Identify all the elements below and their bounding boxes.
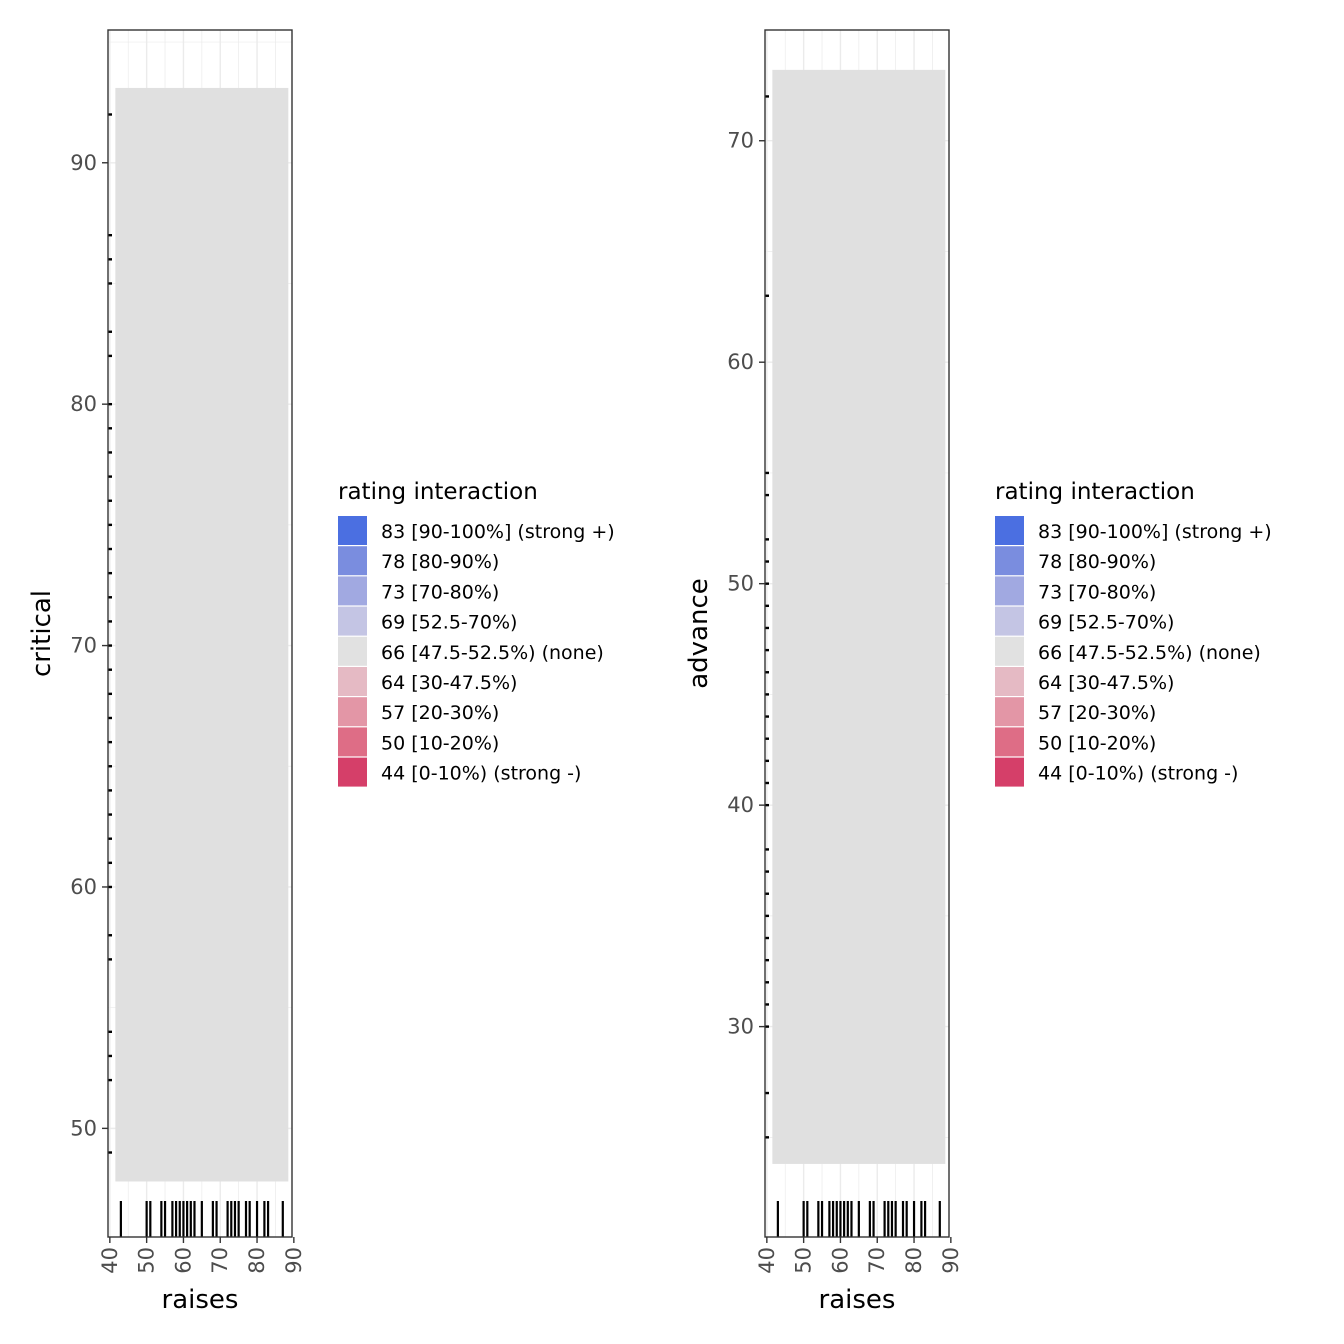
legend-title: rating interaction: [338, 479, 538, 505]
legend-label: 66 [47.5-52.5%) (none): [381, 642, 604, 664]
legend-swatch: [995, 727, 1024, 757]
legend-swatch: [995, 667, 1024, 696]
legend-swatch: [338, 697, 367, 727]
x-tick-label: 50: [135, 1247, 159, 1274]
chart-panel-1: 40 50 60 70 80 90 50 60 70 80 90 raises critical rati…: [27, 29, 615, 1315]
legend-label: 44 [0-10%) (strong -): [1038, 763, 1238, 785]
y-tick-label: 50: [70, 1116, 97, 1140]
legend-swatch: [338, 576, 367, 606]
legend-label: 44 [0-10%) (strong -): [381, 763, 581, 785]
legend-swatch: [995, 576, 1024, 606]
y-tick-label: 70: [70, 634, 97, 658]
legend-swatch: [995, 606, 1024, 636]
legend-label: 64 [30-47.5%): [381, 672, 517, 694]
legend-swatch: [338, 606, 367, 636]
legend-swatch: [338, 636, 367, 666]
legend-title: rating interaction: [995, 479, 1195, 505]
x-tick-label: 60: [828, 1247, 852, 1274]
legend-swatch: [995, 636, 1024, 666]
x-tick-label: 40: [755, 1247, 779, 1274]
legend-label: 78 [80-90%): [381, 551, 499, 573]
legend-label: 83 [90-100%] (strong +): [1038, 521, 1272, 543]
y-tick-label: 90: [70, 151, 97, 175]
legend-label: 57 [20-30%): [381, 702, 499, 724]
x-axis-title: raises: [819, 1285, 896, 1315]
y-tick-label: 40: [727, 793, 754, 817]
legend-swatch: [338, 727, 367, 757]
chart-panel-2: 40 50 60 70 80 90 30 40 50 60 70 raises advance ratin…: [684, 29, 1272, 1315]
legend: rating interaction 83 [90-100%] (strong +…: [995, 479, 1272, 787]
y-tick-label: 50: [727, 572, 754, 596]
y-tick-label: 70: [727, 129, 754, 153]
legend-label: 57 [20-30%): [1038, 702, 1156, 724]
y-tick-label: 60: [727, 350, 754, 374]
legend-swatch: [995, 697, 1024, 727]
heatmap-tiles: [772, 69, 946, 1164]
x-tick-label: 90: [282, 1247, 306, 1274]
legend-swatch: [338, 667, 367, 696]
heatmap-tiles: [115, 87, 289, 1182]
legend-label: 66 [47.5-52.5%) (none): [1038, 642, 1261, 664]
legend-label: 50 [10-20%): [381, 732, 499, 754]
legend-label: 78 [80-90%): [1038, 551, 1156, 573]
x-tick-label: 70: [865, 1247, 889, 1274]
x-tick-label: 60: [171, 1247, 195, 1274]
x-tick-label: 50: [792, 1247, 816, 1274]
panel-border: [107, 29, 293, 1238]
legend-label: 73 [70-80%): [381, 581, 499, 603]
legend-label: 73 [70-80%): [1038, 581, 1156, 603]
legend-label: 83 [90-100%] (strong +): [381, 521, 615, 543]
panel-border: [764, 29, 950, 1238]
legend-swatch: [995, 757, 1024, 787]
legend-swatch: [995, 546, 1024, 576]
legend-swatch: [338, 546, 367, 576]
y-tick-label: 60: [70, 875, 97, 899]
legend-label: 50 [10-20%): [1038, 732, 1156, 754]
y-axis-title: critical: [27, 590, 57, 677]
legend-swatch: [338, 757, 367, 787]
legend-label: 69 [52.5-70%): [1038, 612, 1174, 634]
y-axis-title: advance: [684, 578, 714, 689]
legend-label: 69 [52.5-70%): [381, 612, 517, 634]
x-tick-label: 40: [98, 1247, 122, 1274]
legend-swatch: [995, 516, 1024, 545]
x-axis-title: raises: [162, 1285, 239, 1315]
x-tick-label: 80: [902, 1247, 926, 1274]
x-tick-label: 80: [245, 1247, 269, 1274]
x-tick-label: 70: [208, 1247, 232, 1274]
legend-swatch: [338, 516, 367, 545]
y-tick-label: 80: [70, 392, 97, 416]
legend-label: 64 [30-47.5%): [1038, 672, 1174, 694]
legend: rating interaction 83 [90-100%] (strong +…: [338, 479, 615, 787]
y-tick-label: 30: [727, 1015, 754, 1039]
x-tick-label: 90: [939, 1247, 963, 1274]
